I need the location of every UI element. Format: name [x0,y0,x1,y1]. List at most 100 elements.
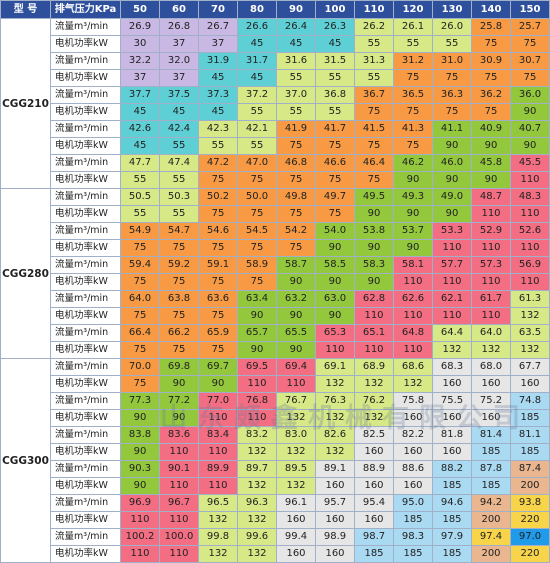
flow-rate-label: 流量m³/min [50,188,121,206]
flow-value-cell: 52.6 [510,222,550,240]
flow-rate-label: 流量m³/min [50,494,121,512]
power-value-cell: 75 [120,273,160,291]
model-header: 型 号 [0,0,51,19]
power-value-cell: 110 [276,375,316,393]
power-value-cell: 160 [315,477,355,495]
flow-value-cell: 58.7 [276,256,316,274]
motor-power-label: 电机功率kW [50,69,121,87]
power-value-cell: 75 [159,273,199,291]
power-value-cell: 90 [120,409,160,427]
power-value-cell: 75 [276,137,316,155]
power-value-cell: 110 [393,307,433,325]
flow-value-cell: 41.5 [354,120,394,138]
power-value-cell: 75 [237,273,277,291]
flow-value-cell: 82.5 [354,426,394,444]
power-value-cell: 55 [315,69,355,87]
pressure-col-header: 100 [315,0,355,19]
flow-value-cell: 36.7 [354,86,394,104]
flow-rate-label: 流量m³/min [50,392,121,410]
power-value-cell: 90 [510,103,550,121]
power-value-cell: 45 [237,69,277,87]
flow-value-cell: 42.3 [198,120,238,138]
table-row: 电机功率kW 37 37 45 45 55 55 55 75 75 75 75 [1,69,550,87]
table-row: 流量m³/min 64.0 63.8 63.6 63.4 63.2 63.0 62.8 62.6… [1,290,550,308]
flow-value-cell: 94.6 [432,494,472,512]
pressure-col-header: 130 [432,0,472,19]
flow-value-cell: 63.6 [198,290,238,308]
power-value-cell: 110 [198,409,238,427]
power-value-cell: 45 [198,69,238,87]
power-value-cell: 160 [315,511,355,529]
flow-value-cell: 25.7 [510,18,550,36]
flow-value-cell: 53.7 [393,222,433,240]
power-value-cell: 90 [237,307,277,325]
header-row: 型 号 排气压力KPa 50 60 70 80 90 100 110 120 130 140 150 [0,0,550,19]
power-value-cell: 132 [198,545,238,563]
power-value-cell: 90 [276,307,316,325]
flow-value-cell: 59.4 [120,256,160,274]
power-value-cell: 132 [315,409,355,427]
power-value-cell: 90 [276,273,316,291]
power-value-cell: 160 [471,409,511,427]
power-value-cell: 110 [159,443,199,461]
flow-value-cell: 83.4 [198,426,238,444]
power-value-cell: 132 [393,375,433,393]
model-name: CGG280 [0,188,51,359]
table-row: 电机功率kW 30 37 37 45 45 45 55 55 55 75 75 [1,35,550,53]
motor-power-label: 电机功率kW [50,443,121,461]
power-value-cell: 132 [315,443,355,461]
power-value-cell: 90 [315,307,355,325]
flow-value-cell: 50.5 [120,188,160,206]
table-row: 电机功率kW 55 55 75 75 75 75 90 90 90 110 110 [1,205,550,223]
flow-value-cell: 82.6 [315,426,355,444]
power-value-cell: 132 [198,511,238,529]
flow-value-cell: 69.4 [276,358,316,376]
power-value-cell: 37 [159,69,199,87]
power-value-cell: 160 [510,375,550,393]
power-value-cell: 75 [393,69,433,87]
flow-value-cell: 69.5 [237,358,277,376]
power-value-cell: 132 [471,341,511,359]
table-row: 电机功率kW 90 110 110 132 132 160 160 160 185 185 200 [1,477,550,495]
flow-value-cell: 97.4 [471,528,511,546]
flow-value-cell: 26.4 [276,18,316,36]
pressure-col-header: 120 [393,0,433,19]
flow-value-cell: 45.5 [510,154,550,172]
power-value-cell: 160 [393,443,433,461]
flow-value-cell: 75.2 [471,392,511,410]
power-value-cell: 75 [198,239,238,257]
flow-value-cell: 46.8 [276,154,316,172]
flow-value-cell: 54.2 [276,222,316,240]
power-value-cell: 75 [510,35,550,53]
power-value-cell: 132 [432,341,472,359]
flow-value-cell: 36.3 [432,86,472,104]
flow-value-cell: 96.7 [159,494,199,512]
flow-value-cell: 32.0 [159,52,199,70]
flow-value-cell: 90.1 [159,460,199,478]
power-value-cell: 132 [315,375,355,393]
flow-value-cell: 25.8 [471,18,511,36]
flow-value-cell: 58.1 [393,256,433,274]
model-name: CGG300 [0,358,51,563]
power-value-cell: 75 [471,69,511,87]
power-value-cell: 55 [159,205,199,223]
power-value-cell: 90 [432,171,472,189]
power-value-cell: 75 [315,171,355,189]
flow-value-cell: 54.6 [198,222,238,240]
flow-value-cell: 96.1 [276,494,316,512]
table-row: 流量m³/min 47.7 47.4 47.2 47.0 46.8 46.6 46.4 46.2… [1,154,550,172]
flow-value-cell: 45.8 [471,154,511,172]
flow-value-cell: 63.2 [276,290,316,308]
power-value-cell: 75 [276,205,316,223]
flow-value-cell: 97.0 [510,528,550,546]
flow-value-cell: 98.9 [315,528,355,546]
power-value-cell: 160 [276,545,316,563]
table-row: CGG280 流量m³/min 50.5 50.3 50.2 50.0 49.8 49.7 49… [0,188,550,359]
flow-rate-label: 流量m³/min [50,52,121,70]
power-value-cell: 110 [471,273,511,291]
power-value-cell: 75 [237,171,277,189]
power-value-cell: 220 [510,511,550,529]
flow-value-cell: 37.5 [159,86,199,104]
power-value-cell: 90 [315,273,355,291]
flow-value-cell: 52.9 [471,222,511,240]
